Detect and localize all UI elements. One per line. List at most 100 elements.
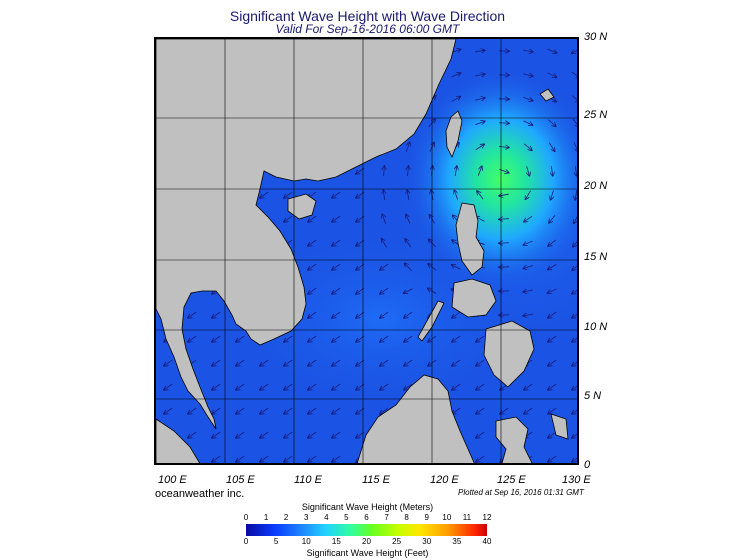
wave-arrow <box>188 311 197 318</box>
wave-arrow <box>356 359 365 366</box>
wave-arrow <box>476 431 485 438</box>
wave-arrow <box>380 383 389 390</box>
wave-arrow <box>523 120 532 125</box>
wave-arrow <box>382 239 387 248</box>
wave-arrow <box>384 166 385 177</box>
wave-arrow <box>356 191 365 198</box>
wave-arrow <box>452 359 461 366</box>
feet-tick: 15 <box>331 537 341 546</box>
wave-arrow <box>452 311 461 318</box>
wave-arrow <box>260 455 269 462</box>
wave-arrow <box>260 191 269 198</box>
wave-arrow <box>523 143 532 150</box>
wave-arrow <box>404 335 413 342</box>
land-sumatra <box>156 418 201 463</box>
meters-tick: 9 <box>424 513 429 522</box>
map-subtitle: Valid For Sep-16-2016 06:00 GMT <box>275 22 460 36</box>
wave-arrow <box>380 311 389 318</box>
wave-arrow <box>382 214 386 224</box>
wave-arrow <box>571 71 577 78</box>
wave-arrow <box>332 215 341 222</box>
wave-arrow <box>260 407 269 414</box>
lat-label-25n: 25 N <box>584 109 608 121</box>
wave-arrow <box>551 165 553 176</box>
wave-arrow <box>572 118 577 127</box>
wave-map <box>154 37 579 465</box>
land-hainan <box>287 193 317 220</box>
wave-arrow <box>452 383 461 390</box>
wave-arrow <box>475 50 485 52</box>
land-sulawesi <box>495 416 533 463</box>
wave-arrow <box>572 49 577 54</box>
wave-arrow <box>548 239 557 246</box>
wave-arrow <box>548 383 557 390</box>
lat-label-5n: 5 N <box>584 390 602 402</box>
wave-arrow <box>308 239 317 246</box>
wave-arrow <box>284 455 293 462</box>
wave-arrow <box>308 431 317 438</box>
wave-arrow <box>405 142 409 152</box>
wave-arrow <box>572 265 577 270</box>
wave-arrow <box>548 431 557 438</box>
wave-arrow <box>284 407 293 414</box>
feet-tick: 35 <box>452 537 462 546</box>
lon-label-115e: 115 E <box>362 474 390 486</box>
lon-label-110e: 110 E <box>294 474 322 486</box>
wave-arrow <box>260 383 269 390</box>
wave-arrow <box>475 74 485 76</box>
wave-arrow <box>356 167 365 174</box>
wave-arrow <box>406 214 411 224</box>
wave-arrow <box>523 74 533 77</box>
lon-label-105e: 105 E <box>226 474 255 486</box>
wave-arrow <box>332 455 341 462</box>
wave-arrow <box>356 287 365 294</box>
meters-tick: 1 <box>263 513 269 522</box>
wave-arrow <box>454 190 459 200</box>
wave-arrow <box>573 241 577 247</box>
wave-arrow <box>308 455 317 462</box>
wave-arrow <box>332 191 341 198</box>
meters-tick: 10 <box>442 513 452 522</box>
wave-arrow <box>549 214 556 223</box>
wave-arrow <box>260 359 269 366</box>
wave-arrow <box>332 383 341 390</box>
feet-tick: 40 <box>482 537 492 546</box>
meters-tick: 3 <box>304 513 309 522</box>
wave-arrow <box>356 311 365 318</box>
wave-arrow <box>575 165 576 176</box>
meters-tick: 7 <box>384 513 389 522</box>
wave-arrow <box>380 287 389 294</box>
wave-arrow <box>523 240 533 245</box>
wave-arrow <box>476 383 485 390</box>
lat-label-20n: 20 N <box>584 180 608 192</box>
wave-arrow <box>356 383 365 390</box>
meters-tick: 12 <box>482 513 492 522</box>
wave-arrow <box>308 407 317 414</box>
wave-arrow <box>356 431 365 438</box>
wave-arrow <box>548 359 557 366</box>
wave-arrow <box>549 142 554 151</box>
wave-arrow <box>380 263 389 270</box>
lon-label-120e: 120 E <box>430 474 459 486</box>
wave-arrow <box>452 407 461 414</box>
land-asia <box>156 39 457 430</box>
wave-arrow <box>308 335 317 342</box>
wave-arrow <box>356 215 365 222</box>
wave-arrow <box>212 359 221 366</box>
wave-arrow <box>212 431 221 438</box>
wave-arrow <box>380 335 389 342</box>
latlon-grid <box>156 39 577 463</box>
wave-arrow <box>455 166 457 176</box>
wave-arrow <box>499 219 510 220</box>
wave-arrow <box>356 335 365 342</box>
wave-arrow <box>523 97 532 100</box>
wave-arrow <box>475 144 484 151</box>
wave-arrow <box>308 359 317 366</box>
wave-arrow <box>308 383 317 390</box>
feet-tick: 25 <box>392 537 402 546</box>
lat-label-0: 0 <box>584 459 591 471</box>
wave-arrow <box>476 407 485 414</box>
wave-arrow <box>236 431 245 438</box>
wave-arrow <box>284 359 293 366</box>
wave-arrow <box>284 431 293 438</box>
